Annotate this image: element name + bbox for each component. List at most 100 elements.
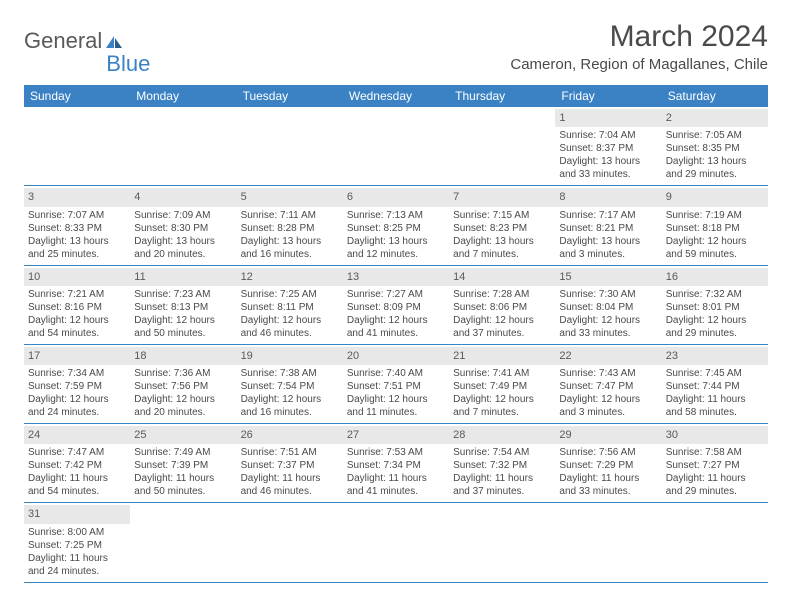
day-number: 31: [24, 505, 130, 523]
sunrise-line: Sunrise: 7:41 AM: [453, 367, 551, 380]
day-header-fri: Friday: [555, 85, 661, 107]
day-cell: 7Sunrise: 7:15 AMSunset: 8:23 PMDaylight…: [449, 186, 555, 264]
daylight-line: Daylight: 13 hours and 29 minutes.: [666, 155, 764, 181]
day-cell: 15Sunrise: 7:30 AMSunset: 8:04 PMDayligh…: [555, 266, 661, 344]
sunset-line: Sunset: 8:18 PM: [666, 222, 764, 235]
sunrise-line: Sunrise: 7:09 AM: [134, 209, 232, 222]
daylight-line: Daylight: 11 hours and 50 minutes.: [134, 472, 232, 498]
sunrise-line: Sunrise: 7:36 AM: [134, 367, 232, 380]
daylight-line: Daylight: 11 hours and 29 minutes.: [666, 472, 764, 498]
sunset-line: Sunset: 7:32 PM: [453, 459, 551, 472]
daylight-line: Daylight: 12 hours and 41 minutes.: [347, 314, 445, 340]
sunset-line: Sunset: 8:30 PM: [134, 222, 232, 235]
daylight-line: Daylight: 12 hours and 11 minutes.: [347, 393, 445, 419]
sunrise-line: Sunrise: 7:38 AM: [241, 367, 339, 380]
day-number: 9: [662, 188, 768, 206]
day-number: 27: [343, 426, 449, 444]
week-row: 1Sunrise: 7:04 AMSunset: 8:37 PMDaylight…: [24, 107, 768, 186]
day-cell: 4Sunrise: 7:09 AMSunset: 8:30 PMDaylight…: [130, 186, 236, 264]
sunrise-line: Sunrise: 7:04 AM: [559, 129, 657, 142]
daylight-line: Daylight: 11 hours and 37 minutes.: [453, 472, 551, 498]
day-cell: [24, 107, 130, 185]
sunset-line: Sunset: 8:11 PM: [241, 301, 339, 314]
day-cell: 8Sunrise: 7:17 AMSunset: 8:21 PMDaylight…: [555, 186, 661, 264]
day-cell: [130, 503, 236, 581]
daylight-line: Daylight: 13 hours and 7 minutes.: [453, 235, 551, 261]
sunset-line: Sunset: 8:06 PM: [453, 301, 551, 314]
daylight-line: Daylight: 13 hours and 16 minutes.: [241, 235, 339, 261]
sunset-line: Sunset: 7:34 PM: [347, 459, 445, 472]
sunrise-line: Sunrise: 7:45 AM: [666, 367, 764, 380]
daylight-line: Daylight: 12 hours and 54 minutes.: [28, 314, 126, 340]
sunset-line: Sunset: 8:25 PM: [347, 222, 445, 235]
week-row: 31Sunrise: 8:00 AMSunset: 7:25 PMDayligh…: [24, 503, 768, 582]
sunset-line: Sunset: 7:56 PM: [134, 380, 232, 393]
day-header-sun: Sunday: [24, 85, 130, 107]
day-header-tue: Tuesday: [237, 85, 343, 107]
day-cell: 9Sunrise: 7:19 AMSunset: 8:18 PMDaylight…: [662, 186, 768, 264]
day-number: 7: [449, 188, 555, 206]
day-number: 30: [662, 426, 768, 444]
day-cell: 20Sunrise: 7:40 AMSunset: 7:51 PMDayligh…: [343, 345, 449, 423]
day-number: 15: [555, 268, 661, 286]
day-number: 6: [343, 188, 449, 206]
day-number: 5: [237, 188, 343, 206]
sunset-line: Sunset: 7:27 PM: [666, 459, 764, 472]
day-cell: [449, 503, 555, 581]
sunset-line: Sunset: 8:09 PM: [347, 301, 445, 314]
day-cell: 19Sunrise: 7:38 AMSunset: 7:54 PMDayligh…: [237, 345, 343, 423]
daylight-line: Daylight: 13 hours and 3 minutes.: [559, 235, 657, 261]
day-number: 25: [130, 426, 236, 444]
daylight-line: Daylight: 12 hours and 16 minutes.: [241, 393, 339, 419]
day-cell: 27Sunrise: 7:53 AMSunset: 7:34 PMDayligh…: [343, 424, 449, 502]
sunrise-line: Sunrise: 7:32 AM: [666, 288, 764, 301]
week-row: 17Sunrise: 7:34 AMSunset: 7:59 PMDayligh…: [24, 345, 768, 424]
week-row: 24Sunrise: 7:47 AMSunset: 7:42 PMDayligh…: [24, 424, 768, 503]
day-number: 22: [555, 347, 661, 365]
daylight-line: Daylight: 11 hours and 46 minutes.: [241, 472, 339, 498]
day-number: 10: [24, 268, 130, 286]
sunrise-line: Sunrise: 7:25 AM: [241, 288, 339, 301]
sunrise-line: Sunrise: 7:30 AM: [559, 288, 657, 301]
sunset-line: Sunset: 7:39 PM: [134, 459, 232, 472]
sunrise-line: Sunrise: 7:54 AM: [453, 446, 551, 459]
sunset-line: Sunset: 7:25 PM: [28, 539, 126, 552]
sunset-line: Sunset: 8:13 PM: [134, 301, 232, 314]
day-cell: 21Sunrise: 7:41 AMSunset: 7:49 PMDayligh…: [449, 345, 555, 423]
daylight-line: Daylight: 12 hours and 33 minutes.: [559, 314, 657, 340]
sunrise-line: Sunrise: 7:07 AM: [28, 209, 126, 222]
sunset-line: Sunset: 8:33 PM: [28, 222, 126, 235]
day-number: 18: [130, 347, 236, 365]
day-number: 17: [24, 347, 130, 365]
day-cell: 17Sunrise: 7:34 AMSunset: 7:59 PMDayligh…: [24, 345, 130, 423]
day-cell: 26Sunrise: 7:51 AMSunset: 7:37 PMDayligh…: [237, 424, 343, 502]
sunset-line: Sunset: 7:54 PM: [241, 380, 339, 393]
day-number: 4: [130, 188, 236, 206]
daylight-line: Daylight: 12 hours and 59 minutes.: [666, 235, 764, 261]
day-cell: [343, 107, 449, 185]
sunrise-line: Sunrise: 7:23 AM: [134, 288, 232, 301]
day-cell: 14Sunrise: 7:28 AMSunset: 8:06 PMDayligh…: [449, 266, 555, 344]
daylight-line: Daylight: 11 hours and 54 minutes.: [28, 472, 126, 498]
day-header-sat: Saturday: [662, 85, 768, 107]
day-cell: 24Sunrise: 7:47 AMSunset: 7:42 PMDayligh…: [24, 424, 130, 502]
day-header-mon: Monday: [130, 85, 236, 107]
week-row: 3Sunrise: 7:07 AMSunset: 8:33 PMDaylight…: [24, 186, 768, 265]
sunrise-line: Sunrise: 8:00 AM: [28, 526, 126, 539]
day-cell: 18Sunrise: 7:36 AMSunset: 7:56 PMDayligh…: [130, 345, 236, 423]
day-cell: 30Sunrise: 7:58 AMSunset: 7:27 PMDayligh…: [662, 424, 768, 502]
sunset-line: Sunset: 7:47 PM: [559, 380, 657, 393]
logo-text-general: General: [24, 28, 102, 54]
day-number: 12: [237, 268, 343, 286]
day-cell: 3Sunrise: 7:07 AMSunset: 8:33 PMDaylight…: [24, 186, 130, 264]
sunset-line: Sunset: 8:23 PM: [453, 222, 551, 235]
daylight-line: Daylight: 12 hours and 24 minutes.: [28, 393, 126, 419]
sunset-line: Sunset: 8:16 PM: [28, 301, 126, 314]
sunrise-line: Sunrise: 7:13 AM: [347, 209, 445, 222]
sunrise-line: Sunrise: 7:11 AM: [241, 209, 339, 222]
sunrise-line: Sunrise: 7:49 AM: [134, 446, 232, 459]
day-cell: [237, 107, 343, 185]
day-number: 1: [555, 109, 661, 127]
day-cell: 10Sunrise: 7:21 AMSunset: 8:16 PMDayligh…: [24, 266, 130, 344]
sunset-line: Sunset: 7:44 PM: [666, 380, 764, 393]
